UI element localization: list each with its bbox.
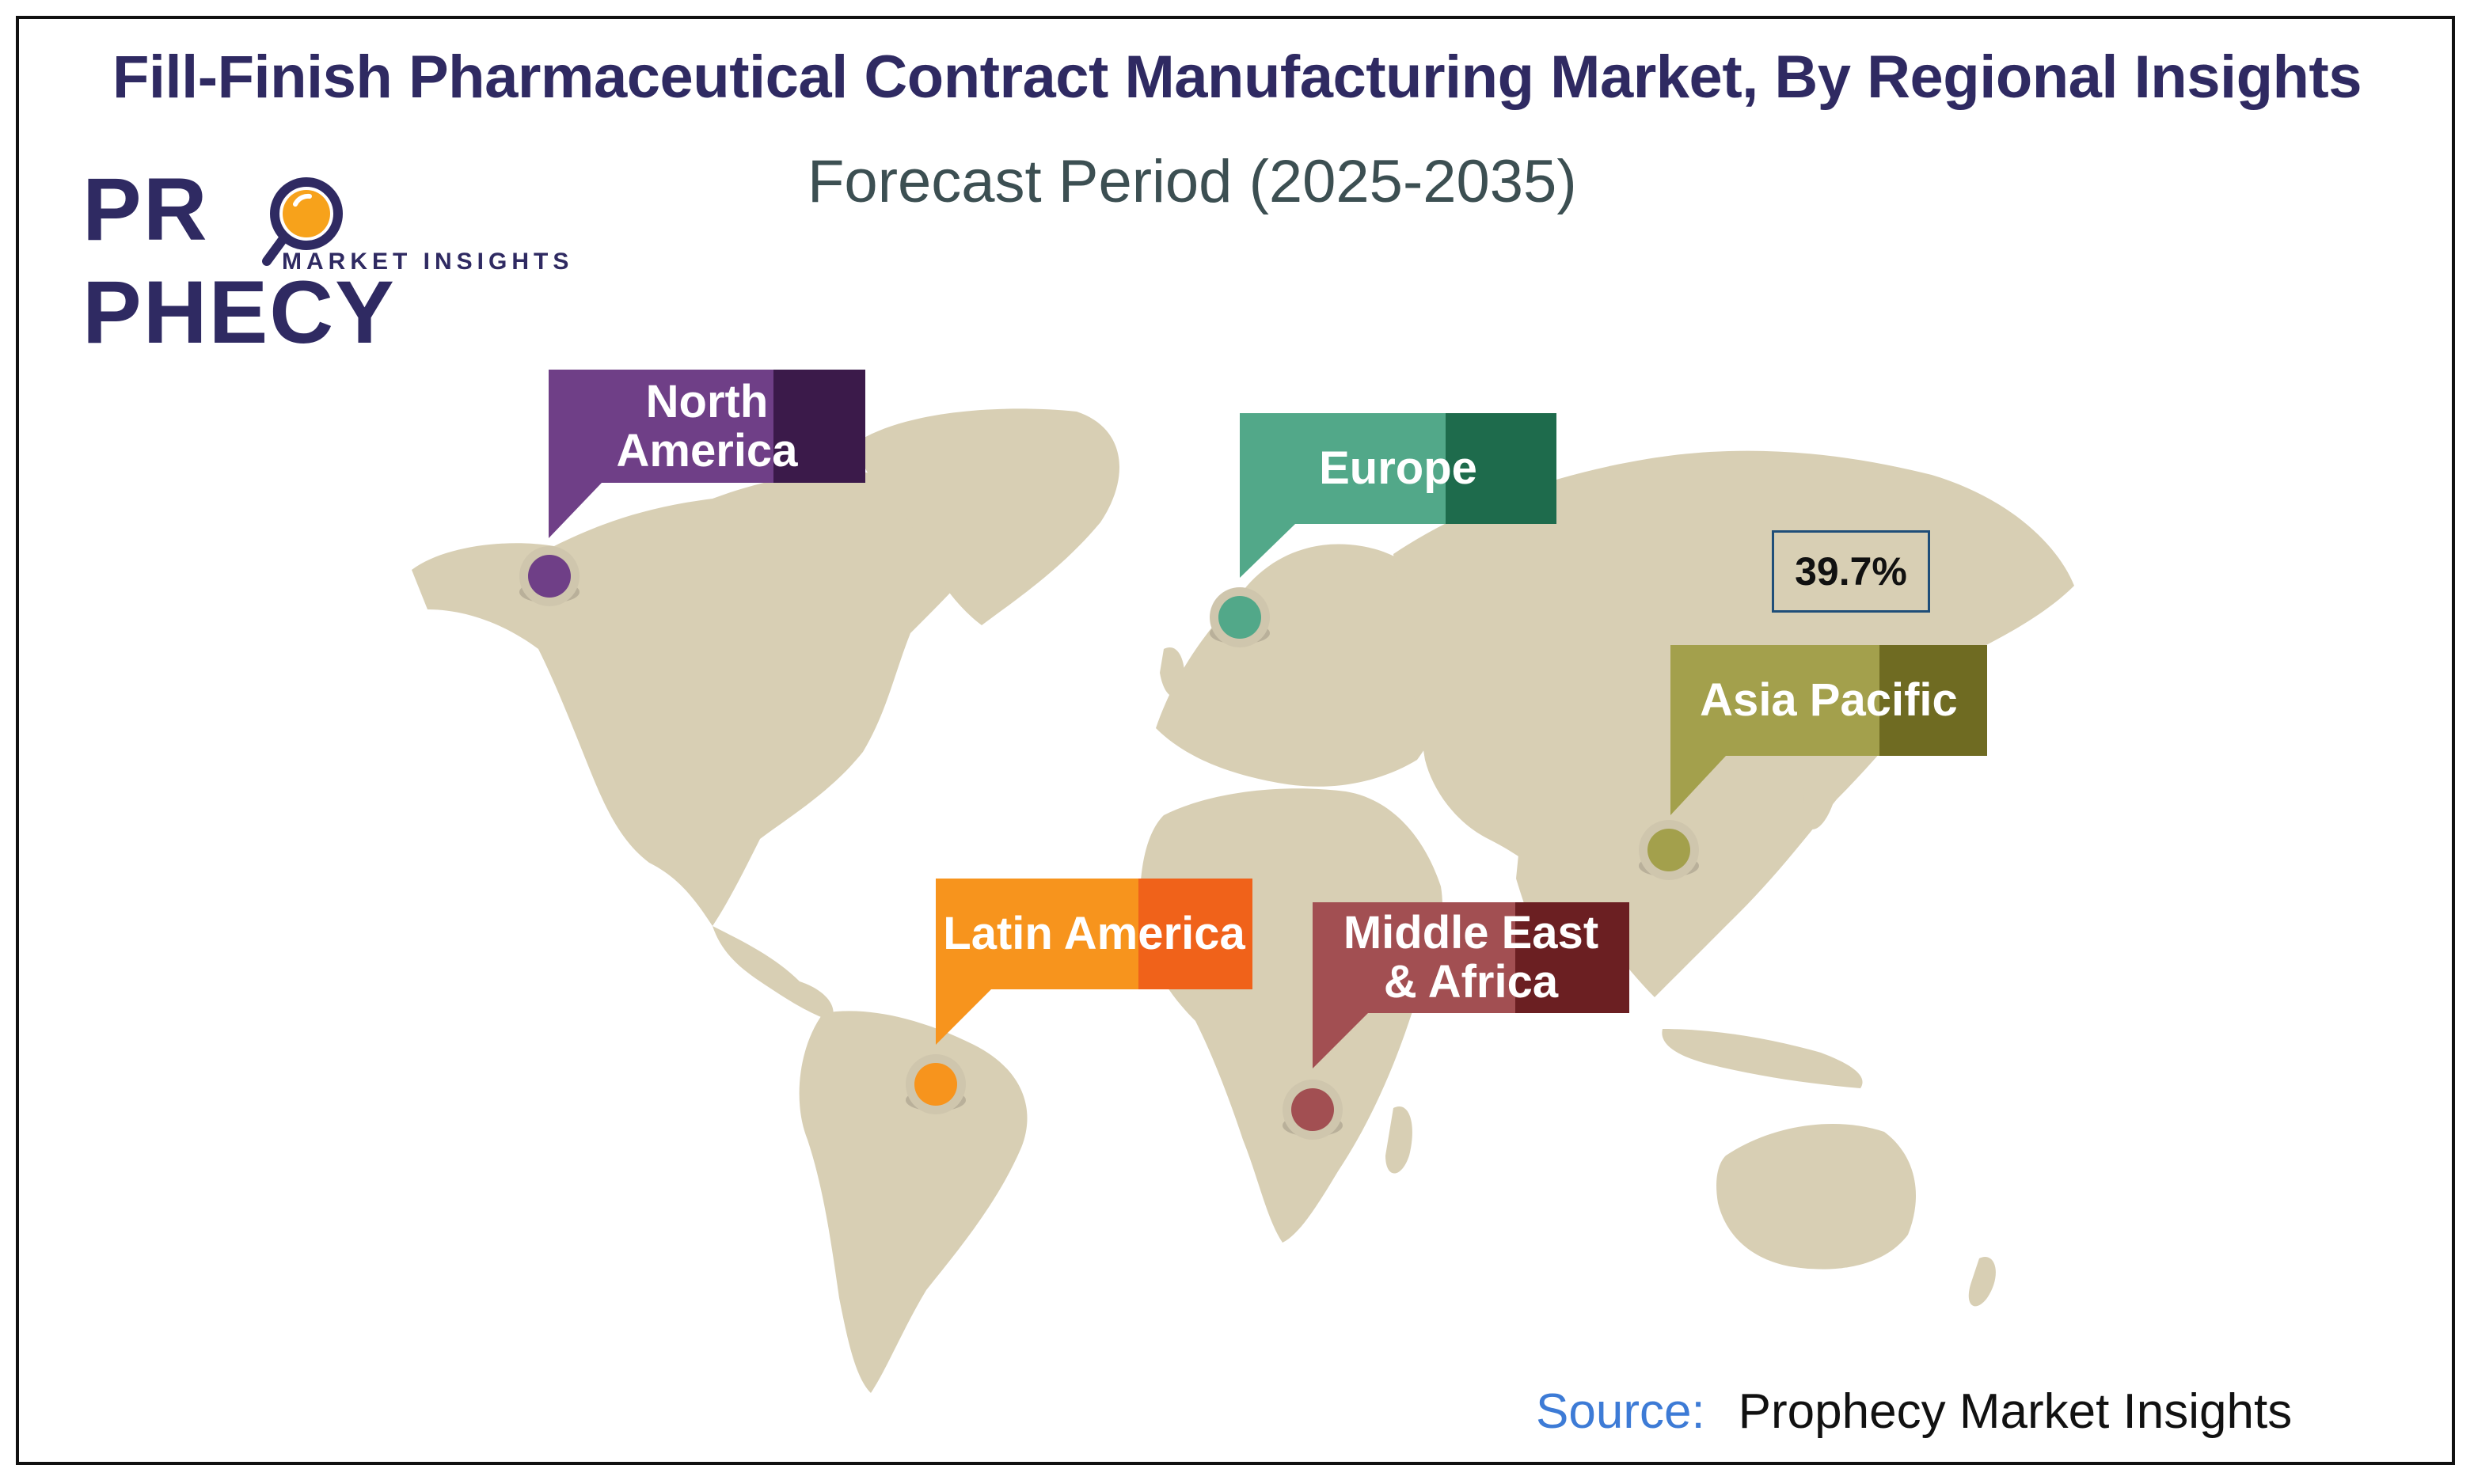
asia-pacific-callout-tail: [1670, 756, 1726, 815]
landmass-south-america: [799, 1011, 1028, 1393]
north-america-callout-tail: [549, 483, 602, 538]
landmass-central-america: [713, 926, 834, 1021]
callout-europe: Europe: [1240, 413, 1556, 524]
mea-callout-tail: [1313, 1013, 1368, 1068]
callout-asia-pacific-label: Asia Pacific: [1700, 674, 1958, 726]
north-america-pin: [519, 546, 580, 606]
latin-america-callout-tail: [936, 989, 991, 1045]
callout-north-america-line1: North: [645, 375, 769, 427]
europe-pin: [1210, 587, 1270, 647]
callout-europe-label: Europe: [1319, 442, 1477, 494]
callout-north-america: North America: [549, 370, 865, 483]
forecast-period-subtitle: Forecast Period (2025-2035): [808, 148, 1577, 215]
landmass-uk: [1160, 647, 1185, 697]
callout-middle-east-africa: Middle East & Africa: [1313, 902, 1629, 1013]
landmass-australia: [1716, 1124, 1916, 1270]
landmass-new-zealand: [1968, 1257, 1996, 1307]
land-masses: [412, 408, 2074, 1393]
latin-america-pin: [906, 1054, 966, 1114]
callout-latin-america: Latin America: [936, 879, 1252, 989]
callout-mea-line2: & Africa: [1383, 956, 1559, 1008]
landmass-europe: [1156, 544, 1451, 787]
callout-north-america-line2: America: [616, 424, 798, 476]
asia-pacific-share-box: 39.7%: [1772, 530, 1930, 613]
prophecy-logo: PRPHECY MARKET INSIGHTS: [82, 158, 605, 362]
source-note: Source: Prophecy Market Insights: [1536, 1383, 2292, 1440]
landmass-africa: [1140, 788, 1442, 1243]
source-label: Source:: [1536, 1384, 1705, 1439]
europe-callout-tail: [1240, 524, 1295, 578]
callout-asia-pacific: Asia Pacific: [1670, 645, 1987, 756]
landmass-indonesia: [1662, 1029, 1863, 1088]
chart-title: Fill-Finish Pharmaceutical Contract Manu…: [112, 44, 2362, 111]
landmass-north-america: [412, 472, 998, 926]
source-value: Prophecy Market Insights: [1738, 1384, 2293, 1439]
callout-latin-america-label: Latin America: [943, 908, 1245, 959]
landmass-greenland: [855, 408, 1119, 625]
landmass-madagascar: [1385, 1106, 1412, 1174]
mea-pin: [1283, 1080, 1343, 1140]
magnifier-icon: [262, 177, 343, 266]
landmass-japan: [1803, 742, 1839, 829]
logo-tagline: MARKET INSIGHTS: [282, 249, 574, 275]
logo-wordmark: PRPHECY: [82, 160, 396, 362]
callout-mea-line1: Middle East: [1343, 907, 1599, 958]
asia-pacific-pin: [1639, 820, 1699, 880]
